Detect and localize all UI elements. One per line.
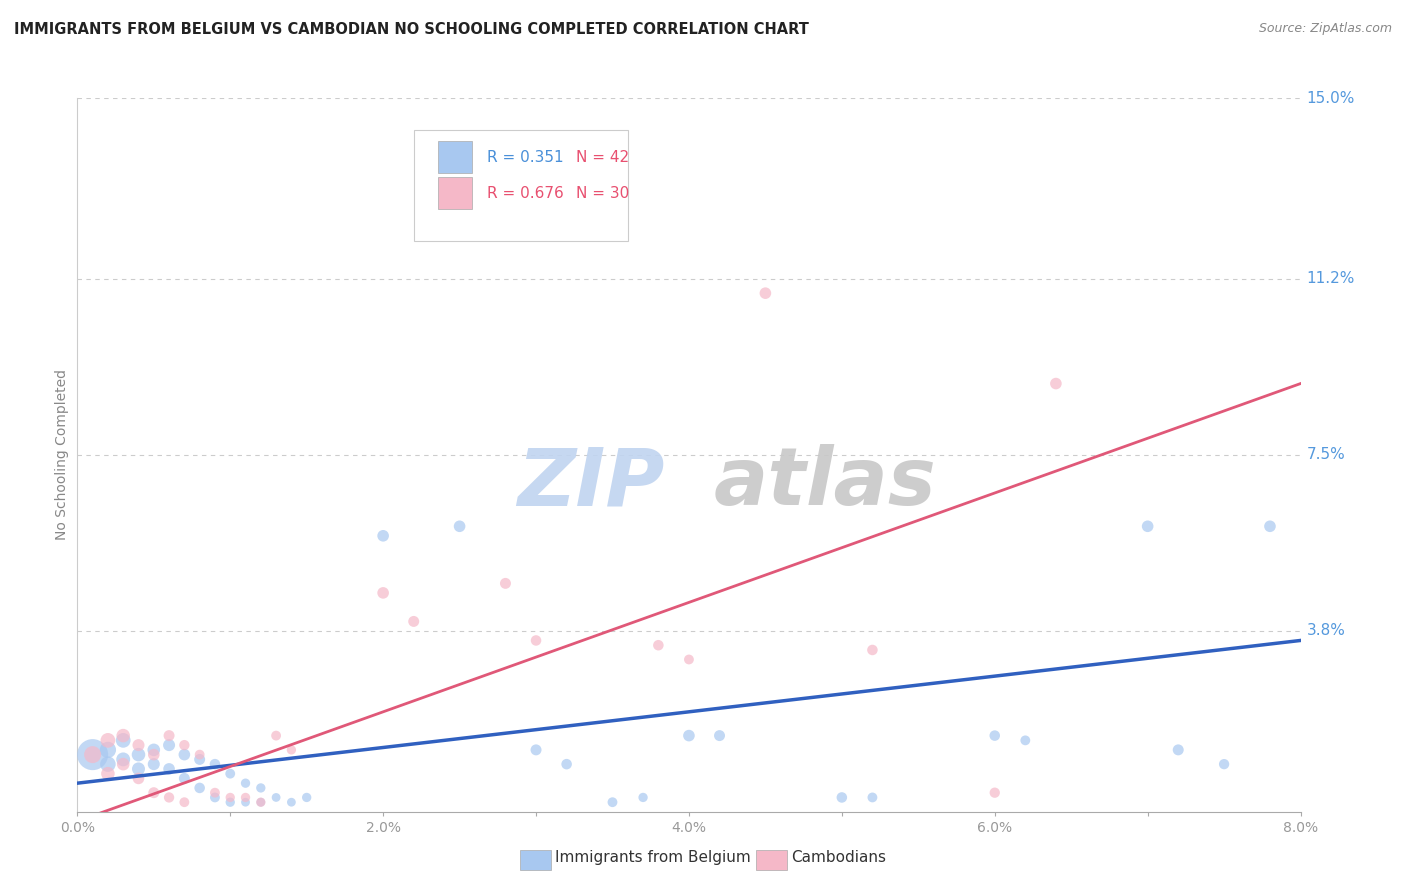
Text: Cambodians: Cambodians <box>792 850 887 865</box>
Text: Source: ZipAtlas.com: Source: ZipAtlas.com <box>1258 22 1392 36</box>
Point <box>250 795 273 809</box>
Point <box>449 519 471 533</box>
Text: IMMIGRANTS FROM BELGIUM VS CAMBODIAN NO SCHOOLING COMPLETED CORRELATION CHART: IMMIGRANTS FROM BELGIUM VS CAMBODIAN NO … <box>14 22 808 37</box>
Text: N = 42: N = 42 <box>576 150 630 165</box>
Point <box>371 586 394 600</box>
Point <box>112 757 135 772</box>
Text: Immigrants from Belgium: Immigrants from Belgium <box>555 850 751 865</box>
Point <box>984 786 1007 800</box>
Point <box>402 615 425 629</box>
Point <box>173 738 195 752</box>
Text: R = 0.351: R = 0.351 <box>486 150 564 165</box>
Point <box>188 747 211 762</box>
Text: 15.0%: 15.0% <box>1306 91 1355 105</box>
Point <box>157 729 180 743</box>
Point <box>142 747 165 762</box>
Point <box>127 762 149 776</box>
Point <box>97 743 120 757</box>
Point <box>495 576 517 591</box>
Bar <box>439 177 472 209</box>
Point <box>860 643 884 657</box>
Point <box>754 286 776 301</box>
Point <box>678 652 700 666</box>
Point <box>984 729 1007 743</box>
Point <box>112 752 135 766</box>
Point <box>173 772 195 786</box>
Point <box>157 790 180 805</box>
Point <box>127 738 149 752</box>
Point <box>219 795 242 809</box>
Point <box>280 795 302 809</box>
Point <box>173 747 195 762</box>
Text: 11.2%: 11.2% <box>1306 271 1355 286</box>
Point <box>1136 519 1159 533</box>
Point <box>831 790 853 805</box>
Point <box>647 638 669 652</box>
Point <box>127 747 149 762</box>
Point <box>127 772 149 786</box>
Point <box>219 790 242 805</box>
Point <box>142 786 165 800</box>
Point <box>631 790 654 805</box>
Point <box>82 747 104 762</box>
Point <box>142 757 165 772</box>
Point <box>1258 519 1281 533</box>
Point <box>157 738 180 752</box>
Point <box>1167 743 1189 757</box>
Point <box>235 795 257 809</box>
Point <box>371 529 394 543</box>
Point <box>204 757 226 772</box>
Point <box>524 633 547 648</box>
Point <box>250 780 273 795</box>
Text: atlas: atlas <box>713 444 936 523</box>
Point <box>709 729 731 743</box>
Point <box>602 795 624 809</box>
Point <box>1045 376 1067 391</box>
Point <box>235 776 257 790</box>
Point <box>112 729 135 743</box>
Point <box>1213 757 1236 772</box>
Point <box>112 733 135 747</box>
Point <box>280 743 302 757</box>
Point <box>82 747 104 762</box>
Point <box>250 795 273 809</box>
Point <box>524 743 547 757</box>
Text: 7.5%: 7.5% <box>1306 448 1346 462</box>
Text: ZIP: ZIP <box>517 444 665 523</box>
Point <box>235 790 257 805</box>
Point <box>97 757 120 772</box>
Point <box>157 762 180 776</box>
Point <box>678 729 700 743</box>
Point <box>173 795 195 809</box>
Point <box>1014 733 1036 747</box>
Point <box>860 790 884 805</box>
FancyBboxPatch shape <box>413 130 627 241</box>
Y-axis label: No Schooling Completed: No Schooling Completed <box>55 369 69 541</box>
Point <box>264 729 287 743</box>
Point <box>97 766 120 780</box>
Point <box>204 790 226 805</box>
Text: N = 30: N = 30 <box>576 186 630 201</box>
Point <box>204 786 226 800</box>
Point <box>97 733 120 747</box>
Point <box>188 780 211 795</box>
Point <box>264 790 287 805</box>
Point <box>142 743 165 757</box>
Point <box>555 757 578 772</box>
Point <box>188 752 211 766</box>
Text: 3.8%: 3.8% <box>1306 624 1346 639</box>
Point <box>295 790 318 805</box>
Text: R = 0.676: R = 0.676 <box>486 186 564 201</box>
Point <box>219 766 242 780</box>
Bar <box>439 141 472 173</box>
